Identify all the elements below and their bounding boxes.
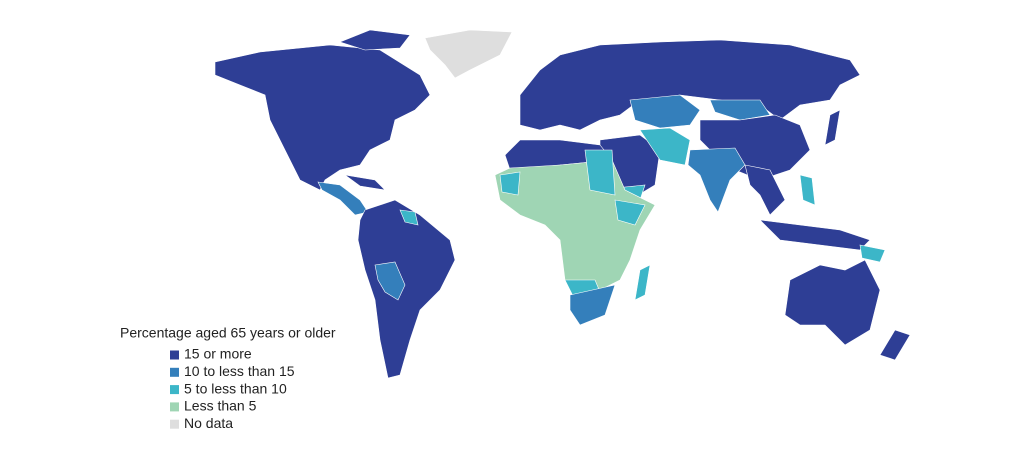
legend-swatch <box>170 367 179 377</box>
india <box>687 147 746 213</box>
new-zealand <box>879 329 911 361</box>
legend-label: 10 to less than 15 <box>184 363 295 379</box>
legend-swatch <box>170 419 179 429</box>
legend-label: 15 or more <box>184 346 252 362</box>
legend-label: Less than 5 <box>184 398 257 414</box>
madagascar <box>634 264 651 301</box>
mongolia <box>709 99 771 121</box>
map-regions <box>214 29 911 379</box>
north-america <box>214 44 431 191</box>
legend-swatch <box>170 402 179 412</box>
iran-afghanistan <box>639 127 691 166</box>
legend-swatch <box>170 350 179 360</box>
arctic-islands <box>339 29 411 51</box>
central-america <box>317 181 369 216</box>
indonesia <box>759 219 871 251</box>
europe-russia <box>519 39 861 131</box>
southeast-asia <box>744 164 786 216</box>
legend-label: 5 to less than 10 <box>184 380 287 396</box>
greenland <box>424 29 513 79</box>
west-africa <box>499 171 521 196</box>
horn-of-africa <box>614 199 646 226</box>
south-africa <box>569 284 616 326</box>
papua-new-guinea <box>859 244 886 263</box>
legend-swatch <box>170 385 179 395</box>
caribbean <box>344 174 386 191</box>
australia <box>784 259 881 346</box>
egypt-sudan <box>584 149 616 196</box>
legend: Percentage aged 65 years or older 15 or … <box>120 325 336 431</box>
japan <box>824 109 841 146</box>
bolivia-paraguay <box>374 261 406 301</box>
south-america <box>357 199 456 379</box>
guyana <box>399 209 419 226</box>
legend-label: No data <box>184 415 233 431</box>
central-asia <box>629 94 701 129</box>
legend-title: Percentage aged 65 years or older <box>120 325 336 341</box>
philippines <box>799 174 816 206</box>
